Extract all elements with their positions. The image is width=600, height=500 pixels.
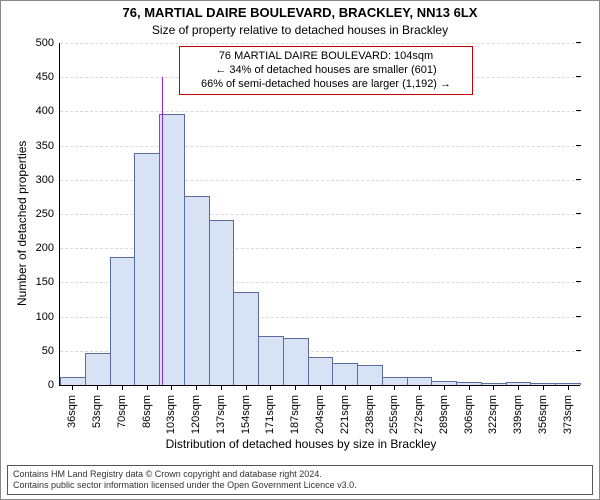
histogram-bar — [85, 353, 111, 385]
y-tick-mark — [576, 76, 581, 77]
y-tick-label: 350 — [36, 140, 60, 152]
y-tick-label: 50 — [42, 345, 60, 357]
x-tick-mark — [493, 385, 494, 390]
x-tick-mark — [196, 385, 197, 390]
histogram-bar — [382, 377, 408, 385]
x-tick-label: 70sqm — [116, 391, 128, 428]
footer-attribution: Contains HM Land Registry data © Crown c… — [7, 465, 593, 495]
x-tick-mark — [518, 385, 519, 390]
y-tick-label: 450 — [36, 71, 60, 83]
y-tick-label: 250 — [36, 208, 60, 220]
y-tick-mark — [576, 316, 581, 317]
histogram-bar — [407, 377, 433, 385]
y-tick-label: 100 — [36, 311, 60, 323]
chart-title-main: 76, MARTIAL DAIRE BOULEVARD, BRACKLEY, N… — [1, 5, 599, 20]
x-tick-label: 221sqm — [339, 391, 351, 434]
chart-title-sub: Size of property relative to detached ho… — [1, 23, 599, 37]
x-tick-mark — [419, 385, 420, 390]
x-tick-mark — [394, 385, 395, 390]
y-tick-label: 150 — [36, 276, 60, 288]
x-tick-mark — [97, 385, 98, 390]
y-tick-mark — [576, 110, 581, 111]
x-tick-mark — [469, 385, 470, 390]
y-tick-mark — [576, 145, 581, 146]
x-tick-label: 322sqm — [487, 391, 499, 434]
y-axis-label: Number of detached properties — [15, 141, 29, 306]
y-tick-label: 300 — [36, 174, 60, 186]
y-tick-label: 200 — [36, 242, 60, 254]
x-axis-label: Distribution of detached houses by size … — [1, 437, 600, 451]
histogram-bar — [308, 357, 334, 385]
x-tick-mark — [568, 385, 569, 390]
x-tick-label: 187sqm — [289, 391, 301, 434]
chart-container: 76, MARTIAL DAIRE BOULEVARD, BRACKLEY, N… — [0, 0, 600, 500]
y-tick-mark — [576, 247, 581, 248]
y-tick-label: 400 — [36, 105, 60, 117]
y-tick-mark — [576, 179, 581, 180]
x-tick-label: 171sqm — [264, 391, 276, 434]
x-tick-mark — [221, 385, 222, 390]
x-tick-mark — [345, 385, 346, 390]
x-tick-mark — [370, 385, 371, 390]
histogram-bar — [60, 377, 86, 385]
x-tick-mark — [122, 385, 123, 390]
x-tick-label: 137sqm — [215, 391, 227, 434]
footer-line-1: Contains HM Land Registry data © Crown c… — [13, 469, 587, 480]
x-tick-label: 356sqm — [537, 391, 549, 434]
x-tick-label: 339sqm — [512, 391, 524, 434]
annotation-line-2: ← 34% of detached houses are smaller (60… — [186, 64, 466, 78]
x-tick-mark — [171, 385, 172, 390]
property-marker-line — [162, 77, 163, 385]
x-tick-mark — [295, 385, 296, 390]
histogram-bar — [209, 220, 235, 385]
x-tick-label: 373sqm — [562, 391, 574, 434]
x-tick-mark — [246, 385, 247, 390]
x-tick-mark — [147, 385, 148, 390]
x-tick-label: 103sqm — [165, 391, 177, 434]
annotation-line-1: 76 MARTIAL DAIRE BOULEVARD: 104sqm — [186, 50, 466, 64]
x-tick-mark — [444, 385, 445, 390]
x-tick-label: 306sqm — [463, 391, 475, 434]
x-tick-label: 36sqm — [66, 391, 78, 428]
x-tick-label: 204sqm — [314, 391, 326, 434]
y-tick-label: 0 — [48, 379, 60, 391]
x-tick-label: 53sqm — [91, 391, 103, 428]
histogram-bar — [184, 196, 210, 385]
x-tick-mark — [320, 385, 321, 390]
histogram-bar — [134, 153, 160, 385]
x-tick-mark — [270, 385, 271, 390]
y-tick-mark — [576, 281, 581, 282]
gridline — [60, 43, 580, 44]
x-tick-mark — [72, 385, 73, 390]
x-tick-label: 120sqm — [190, 391, 202, 434]
annotation-box: 76 MARTIAL DAIRE BOULEVARD: 104sqm ← 34%… — [179, 46, 473, 95]
y-tick-mark — [576, 42, 581, 43]
x-tick-label: 154sqm — [240, 391, 252, 434]
x-tick-label: 238sqm — [364, 391, 376, 434]
histogram-bar — [283, 338, 309, 386]
histogram-bar — [357, 365, 383, 385]
y-tick-mark — [576, 213, 581, 214]
x-tick-label: 272sqm — [413, 391, 425, 434]
annotation-line-3: 66% of semi-detached houses are larger (… — [186, 78, 466, 92]
x-tick-label: 289sqm — [438, 391, 450, 434]
y-tick-mark — [576, 350, 581, 351]
x-tick-label: 86sqm — [141, 391, 153, 428]
gridline — [60, 146, 580, 147]
histogram-bar — [233, 292, 259, 385]
gridline — [60, 111, 580, 112]
x-tick-label: 255sqm — [388, 391, 400, 434]
footer-line-2: Contains public sector information licen… — [13, 480, 587, 491]
x-tick-mark — [543, 385, 544, 390]
histogram-bar — [258, 336, 284, 385]
y-tick-label: 500 — [36, 37, 60, 49]
histogram-bar — [110, 257, 136, 385]
histogram-bar — [332, 363, 358, 385]
